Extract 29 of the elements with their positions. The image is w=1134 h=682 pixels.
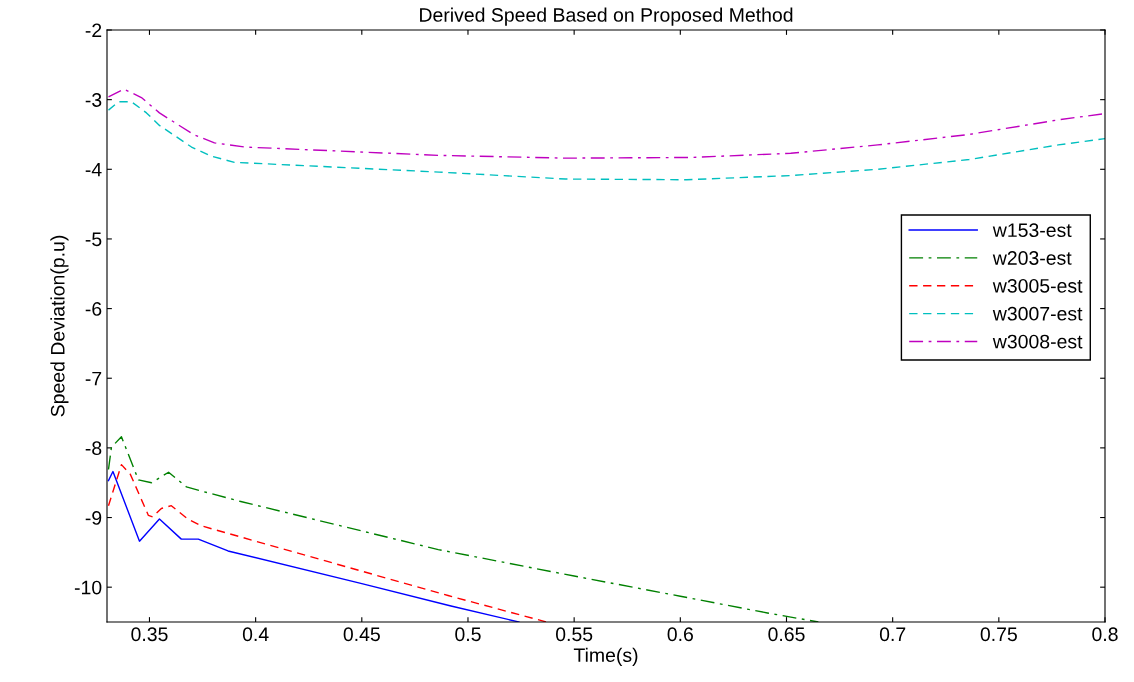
x-axis-title: Time(s) [573, 647, 638, 666]
legend-label: w153-est [992, 223, 1072, 238]
x-tick-label: 0.65 [768, 627, 805, 642]
x-tick-label: 0.55 [555, 627, 593, 642]
y-tick-label: -2 [85, 23, 102, 38]
x-tick-label: 0.4 [242, 627, 269, 642]
line-series [107, 88, 1105, 159]
y-tick-label: -7 [85, 371, 102, 386]
x-tick-label: 0.8 [1092, 627, 1118, 642]
y-tick-label: -4 [85, 162, 102, 177]
y-tick-label: -3 [85, 93, 102, 107]
x-tick-label: 0.5 [455, 627, 481, 642]
y-axis-title: Speed Deviation(p.u) [50, 235, 69, 417]
x-tick-label: 0.75 [980, 627, 1017, 642]
x-tick-label: 0.45 [343, 627, 380, 642]
y-tick-label: -8 [85, 441, 102, 456]
y-tick-label: -9 [85, 511, 102, 525]
x-tick-label: 0.6 [667, 627, 693, 642]
legend-label: w3008-est [992, 334, 1083, 349]
legend-label: w203-est [992, 251, 1072, 265]
x-tick-label: 0.7 [879, 627, 906, 642]
y-tick-label: -10 [74, 580, 102, 595]
legend-label: w3005-est [992, 278, 1083, 293]
y-tick-label: -6 [85, 302, 102, 316]
x-tick-label: 0.35 [131, 627, 168, 642]
line-series [107, 101, 1105, 181]
legend-label: w3007-est [992, 306, 1083, 321]
y-tick-label: -5 [85, 232, 102, 247]
chart-title: Derived Speed Based on Proposed Method [420, 7, 793, 26]
